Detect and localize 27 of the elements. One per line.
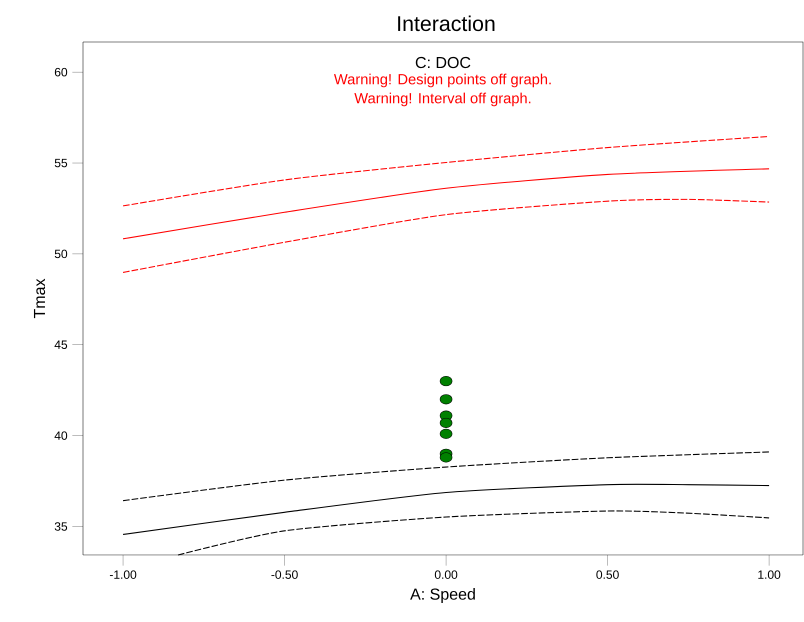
x-tick-label: 0.50 — [596, 570, 619, 579]
y-tick-label: 60 — [54, 68, 68, 76]
point — [440, 452, 452, 462]
annotation: Warning! Interval off graph. — [354, 92, 530, 106]
line-series — [122, 168, 770, 240]
x-tick-label: 0.00 — [434, 570, 458, 579]
point — [440, 376, 452, 386]
chart-title: Interaction — [398, 16, 494, 32]
y-tick-label: 50 — [54, 250, 68, 258]
x-tick-label: -1.00 — [110, 570, 136, 579]
text: C: DOC — [416, 56, 470, 68]
point — [440, 394, 452, 404]
y-tick-label: 35 — [54, 522, 68, 531]
annotation: Warning! Design points off graph. — [334, 74, 551, 88]
x-axis-title: A: Speed — [410, 588, 475, 603]
y-axis-title: Tmax — [34, 278, 46, 318]
x-tick-label: 1.00 — [758, 570, 780, 579]
y-tick-label: 40 — [54, 431, 68, 440]
point — [440, 418, 452, 428]
y-tick-label: 55 — [54, 158, 68, 168]
line-series — [122, 484, 770, 535]
point — [440, 428, 452, 439]
line-series — [122, 136, 770, 206]
line-series — [122, 451, 770, 502]
x-tick-label: -0.50 — [271, 570, 298, 579]
line-series — [122, 198, 770, 273]
y-tick-label: 45 — [54, 340, 68, 349]
